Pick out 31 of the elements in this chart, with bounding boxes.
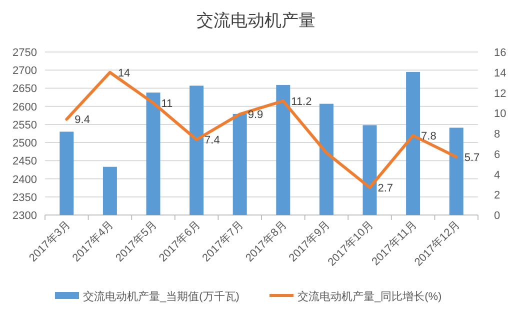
y-tick-label: 2600 xyxy=(12,101,37,114)
y2-tick-label: 8 xyxy=(494,128,500,140)
y-tick-label: 2500 xyxy=(12,138,37,150)
data-label: 11.2 xyxy=(291,96,312,108)
chart-title: 交流电动机产量 xyxy=(196,11,316,30)
y-tick-label: 2300 xyxy=(12,210,37,222)
y-tick-label: 2350 xyxy=(12,192,37,204)
y-tick-label: 2450 xyxy=(12,156,37,168)
data-label: 7.8 xyxy=(421,130,436,143)
data-label: 9.4 xyxy=(74,114,90,126)
y-tick-label: 2400 xyxy=(12,174,37,186)
legend-label: 交流电动机产量_同比增长(%) xyxy=(297,290,442,303)
data-label: 14 xyxy=(118,67,130,80)
y2-tick-label: 0 xyxy=(494,210,500,222)
data-label: 5.7 xyxy=(464,152,480,164)
data-label: 11 xyxy=(161,98,173,110)
y-tick-label: 2650 xyxy=(12,83,37,96)
y2-tick-label: 14 xyxy=(494,67,506,80)
y2-tick-label: 10 xyxy=(494,108,506,120)
y-tick-label: 2550 xyxy=(12,119,37,132)
data-label: 7.4 xyxy=(204,134,220,147)
data-label: 2.7 xyxy=(378,182,394,194)
y-tick-label: 2700 xyxy=(12,65,37,78)
y2-tick-label: 16 xyxy=(494,47,506,59)
y2-tick-label: 4 xyxy=(494,169,500,182)
data-label: 9.9 xyxy=(248,109,264,122)
y2-tick-label: 6 xyxy=(494,148,500,161)
y2-tick-label: 12 xyxy=(494,88,506,100)
y2-tick-label: 2 xyxy=(494,190,500,202)
y-tick-label: 2750 xyxy=(12,47,37,59)
legend-label: 交流电动机产量_当期值(万千瓦) xyxy=(83,290,240,303)
